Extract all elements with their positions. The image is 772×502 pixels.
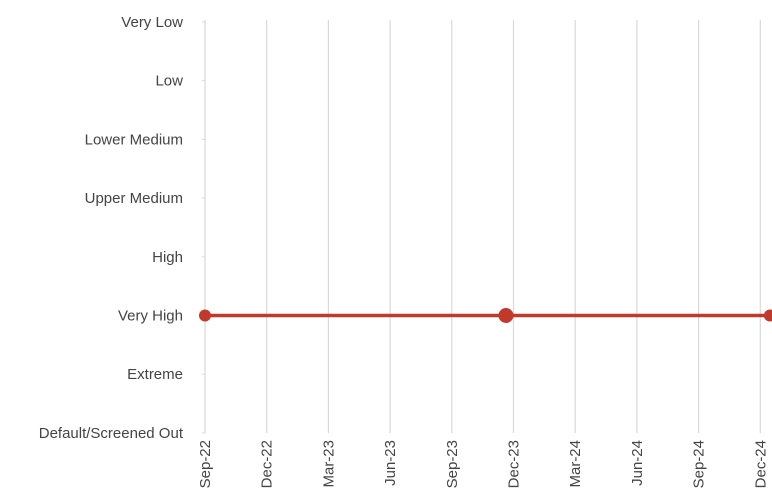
data-point [763,309,772,322]
y-tick-label: Extreme [127,366,183,383]
grid [202,20,761,434]
y-tick-label: Upper Medium [85,190,183,207]
x-tick-label: Dec-22 [259,440,276,488]
y-tick-label: Default/Screened Out [39,425,184,442]
x-tick-label: Jun-23 [382,440,399,486]
y-tick-label: Very Low [121,14,183,31]
x-axis-labels: Sep-22 Dec-22 Mar-23 Jun-23 Sep-23 Dec-23 Mar-… [197,440,769,488]
y-tick-label: Low [155,73,183,90]
x-tick-label: Jun-24 [629,440,646,486]
y-axis-labels: Very Low Low Lower Medium Upper Medium High V… [39,14,184,442]
data-point [498,308,514,323]
y-tick-label: High [152,249,183,266]
x-tick-label: Mar-24 [567,440,584,488]
data-point [199,309,211,322]
y-tick-label: Very High [118,308,183,325]
x-tick-label: Sep-23 [444,440,461,488]
series [199,308,772,323]
x-tick-label: Dec-24 [752,440,769,488]
x-tick-label: Sep-24 [691,440,708,488]
x-tick-label: Sep-22 [197,440,214,488]
x-tick-label: Mar-23 [320,440,337,488]
y-tick-label: Lower Medium [85,131,183,148]
x-tick-label: Dec-23 [506,440,523,488]
